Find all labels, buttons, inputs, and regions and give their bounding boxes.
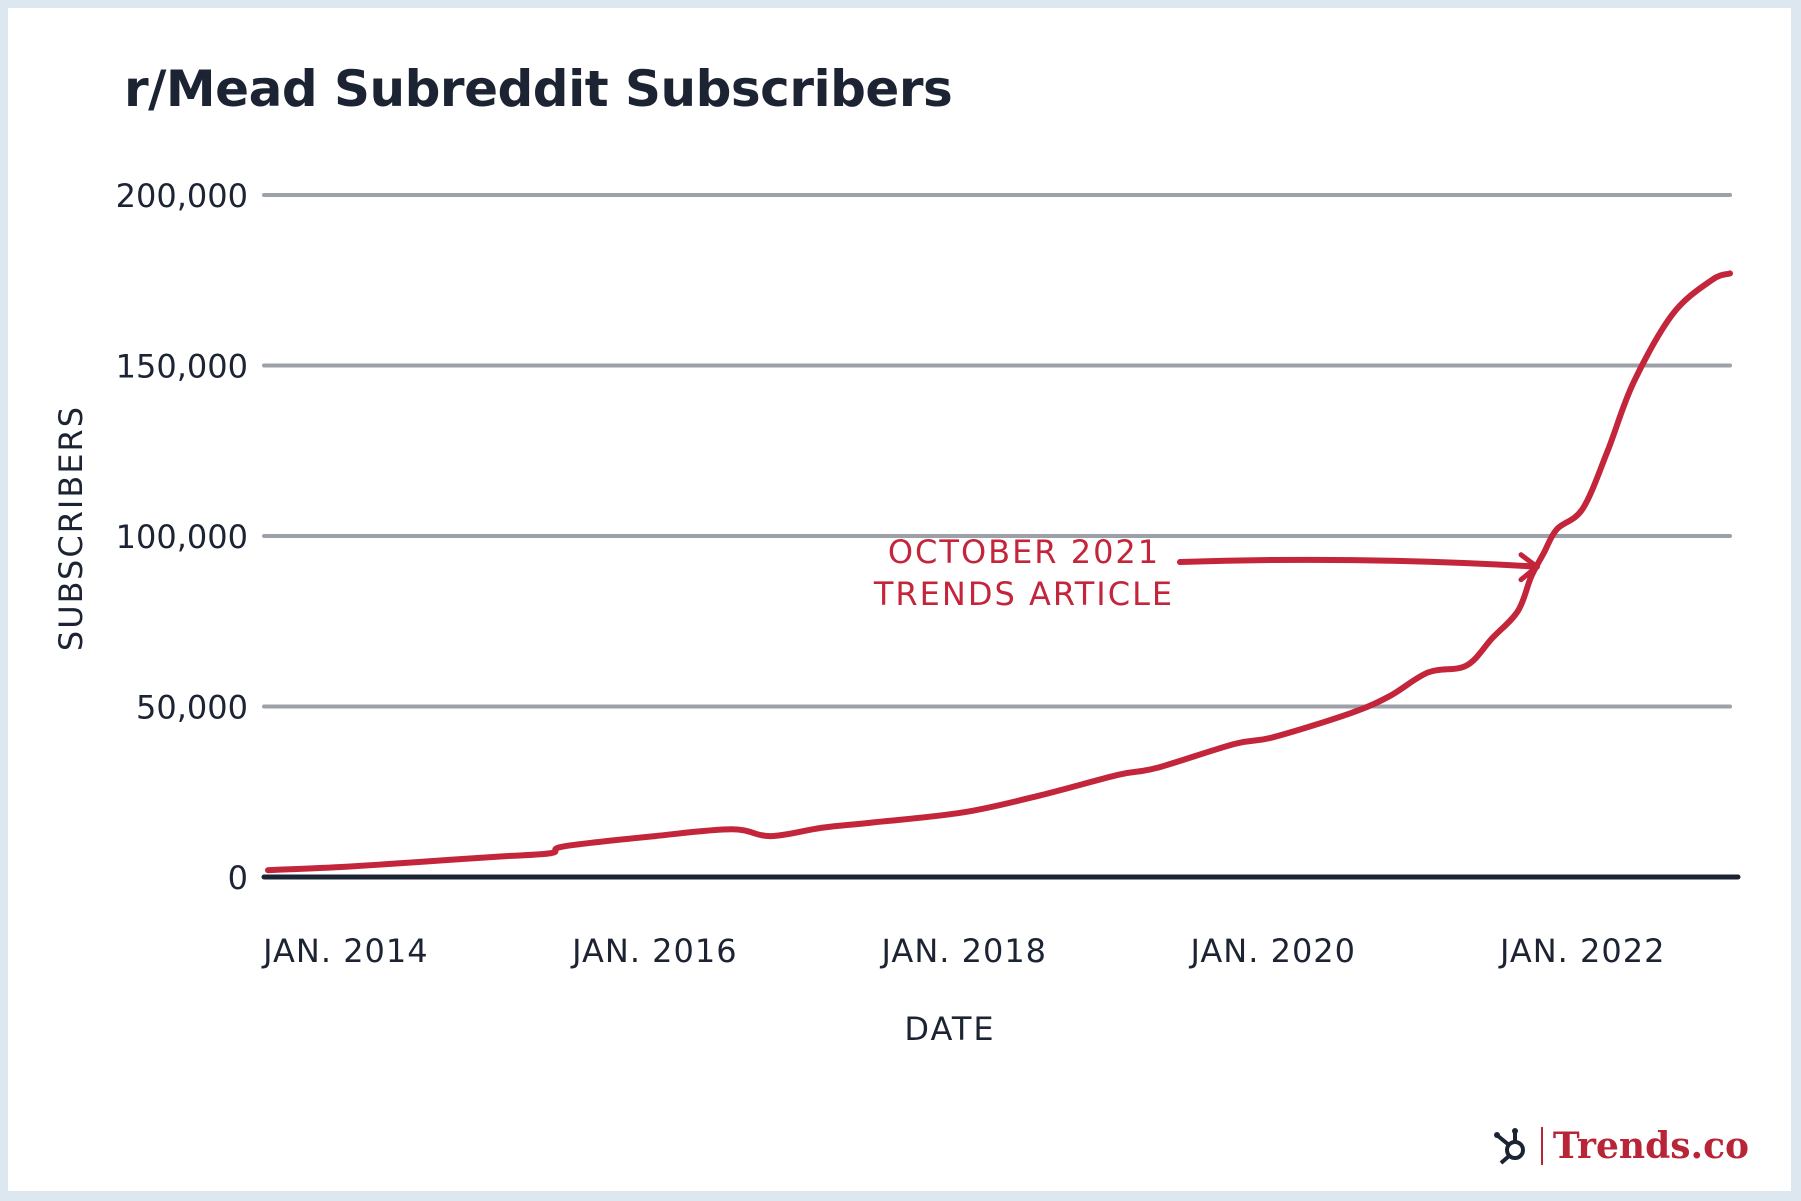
brand-mark: Trends.co bbox=[1491, 1125, 1749, 1167]
x-axis-label: DATE bbox=[904, 1010, 995, 1048]
hubspot-sprocket-icon bbox=[1493, 1128, 1525, 1165]
gridlines bbox=[261, 193, 1741, 880]
y-tick-label: 50,000 bbox=[136, 689, 248, 727]
x-tick-label: JAN. 2016 bbox=[570, 932, 737, 970]
brand-name: Trends.co bbox=[1552, 1125, 1749, 1167]
y-tick-label: 100,000 bbox=[116, 518, 248, 556]
series-line bbox=[265, 270, 1733, 874]
series-group bbox=[265, 270, 1733, 874]
y-tick-label: 0 bbox=[228, 859, 248, 897]
x-axis-ticks: JAN. 2014 JAN. 2016 JAN. 2018 JAN. 2020 JAN.… bbox=[261, 932, 1665, 970]
chart-card: r/Mead Subreddit Subscribers bbox=[8, 8, 1791, 1191]
x-tick-label: JAN. 2020 bbox=[1189, 932, 1356, 970]
x-tick-label: JAN. 2014 bbox=[261, 932, 428, 970]
y-tick-label: 150,000 bbox=[116, 348, 248, 386]
annotation-text: OCTOBER 2021 bbox=[888, 533, 1160, 571]
x-tick-label: JAN. 2018 bbox=[880, 932, 1047, 970]
x-tick-label: JAN. 2022 bbox=[1498, 932, 1665, 970]
y-tick-label: 200,000 bbox=[116, 177, 248, 215]
annotations: OCTOBER 2021 TRENDS ARTICLE bbox=[873, 533, 1540, 613]
brand-divider bbox=[1540, 1127, 1543, 1165]
y-axis-label: SUBSCRIBERS bbox=[52, 405, 90, 651]
annotation-text: TRENDS ARTICLE bbox=[873, 575, 1174, 613]
y-axis-ticks: 0 50,000 100,000 150,000 200,000 bbox=[116, 177, 248, 897]
chart-title: r/Mead Subreddit Subscribers bbox=[124, 60, 953, 118]
annotation-arrowhead bbox=[1518, 552, 1540, 583]
annotation-arrow bbox=[1177, 556, 1540, 570]
